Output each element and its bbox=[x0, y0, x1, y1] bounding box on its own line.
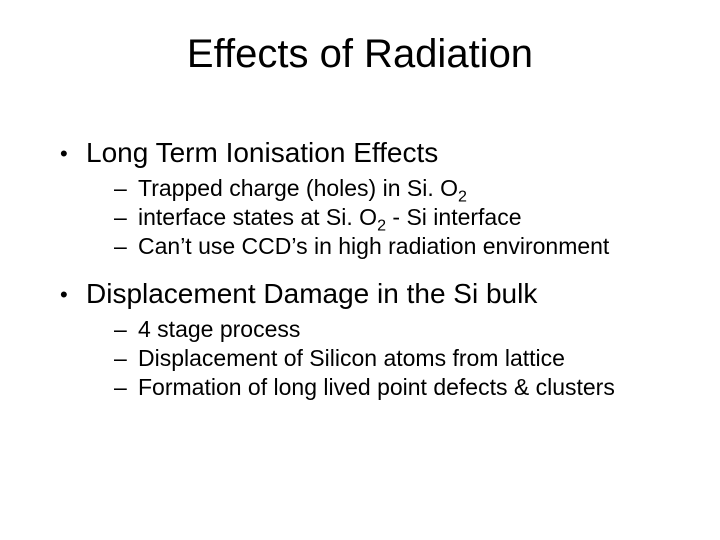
sub-bullet-pre: 4 stage process bbox=[138, 316, 300, 342]
sub-bullet-item: Trapped charge (holes) in Si. O2 bbox=[114, 175, 680, 202]
sub-bullet-pre: interface states at Si. O bbox=[138, 204, 377, 230]
sub-bullet-pre: Formation of long lived point defects & … bbox=[138, 374, 615, 400]
sub-bullet-item: Can’t use CCD’s in high radiation enviro… bbox=[114, 233, 680, 260]
subscript: 2 bbox=[458, 188, 467, 206]
sub-bullet-item: Displacement of Silicon atoms from latti… bbox=[114, 345, 680, 372]
sub-bullet-list: Trapped charge (holes) in Si. O2 interfa… bbox=[114, 175, 680, 260]
bullet-text: Long Term Ionisation Effects bbox=[86, 137, 438, 168]
slide: Effects of Radiation Long Term Ionisatio… bbox=[0, 0, 720, 540]
bullet-text: Displacement Damage in the Si bulk bbox=[86, 278, 537, 309]
bullet-list: Long Term Ionisation Effects Trapped cha… bbox=[60, 137, 680, 401]
sub-bullet-pre: Trapped charge (holes) in Si. O bbox=[138, 175, 458, 201]
bullet-item: Displacement Damage in the Si bulk 4 sta… bbox=[60, 278, 680, 401]
sub-bullet-pre: Can’t use CCD’s in high radiation enviro… bbox=[138, 233, 609, 259]
sub-bullet-pre: Displacement of Silicon atoms from latti… bbox=[138, 345, 565, 371]
sub-bullet-list: 4 stage process Displacement of Silicon … bbox=[114, 316, 680, 401]
sub-bullet-post: - Si interface bbox=[386, 204, 522, 230]
bullet-item: Long Term Ionisation Effects Trapped cha… bbox=[60, 137, 680, 260]
subscript: 2 bbox=[377, 217, 386, 235]
sub-bullet-item: 4 stage process bbox=[114, 316, 680, 343]
slide-title: Effects of Radiation bbox=[40, 32, 680, 77]
sub-bullet-item: interface states at Si. O2 - Si interfac… bbox=[114, 204, 680, 231]
sub-bullet-item: Formation of long lived point defects & … bbox=[114, 374, 680, 401]
